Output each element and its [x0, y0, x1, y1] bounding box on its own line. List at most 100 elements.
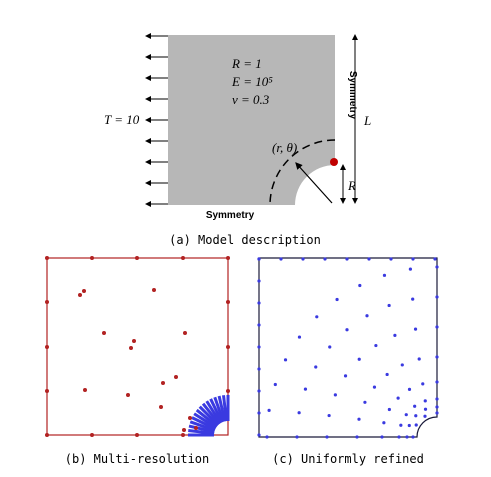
e-label: E = 10⁵: [231, 74, 273, 89]
node: [183, 331, 187, 335]
node: [297, 411, 301, 415]
node: [382, 273, 387, 277]
mesh-line: [198, 405, 220, 427]
node: [188, 416, 192, 420]
plate: [168, 35, 335, 205]
nodes: [45, 256, 230, 437]
node: [380, 435, 384, 439]
node: [372, 385, 377, 389]
node: [413, 404, 417, 408]
radius-label: R: [347, 178, 356, 193]
node: [303, 387, 308, 391]
node: [257, 257, 261, 261]
node: [407, 387, 412, 391]
node: [226, 256, 230, 260]
node: [433, 257, 437, 261]
node: [345, 257, 349, 261]
node: [181, 433, 185, 437]
right-symmetry: Symmetry: [347, 71, 358, 120]
node: [129, 346, 133, 350]
node: [413, 327, 418, 331]
node: [365, 314, 369, 318]
node: [411, 435, 415, 439]
point: [330, 158, 338, 166]
node: [257, 279, 261, 283]
node: [389, 257, 393, 261]
node: [411, 297, 415, 301]
nu-label: ν = 0.3: [232, 92, 270, 107]
mesh-line: [195, 408, 218, 428]
node: [405, 435, 409, 439]
node: [355, 435, 359, 439]
node: [283, 358, 288, 362]
node: [397, 435, 401, 439]
caption: (b) Multi-resolution: [65, 452, 210, 466]
node: [90, 256, 94, 260]
node: [435, 355, 439, 359]
node: [421, 382, 425, 386]
node: [182, 428, 186, 432]
polar-label: (r, θ): [272, 140, 297, 155]
node: [226, 300, 230, 304]
node: [435, 411, 439, 415]
node: [257, 301, 261, 305]
node: [257, 323, 261, 327]
mesh-line: [201, 402, 221, 425]
mesh-line: [188, 429, 215, 435]
node: [181, 256, 185, 260]
traction-arrows: [145, 33, 168, 207]
node: [417, 357, 421, 361]
node: [435, 295, 439, 299]
node: [435, 325, 439, 329]
node: [328, 345, 332, 349]
bottom-symmetry: Symmetry: [206, 210, 255, 221]
node: [295, 435, 299, 439]
caption: (c) Uniformly refined: [272, 452, 424, 466]
node: [363, 400, 367, 404]
node: [385, 372, 389, 377]
node: [257, 389, 261, 393]
node: [393, 333, 397, 337]
node: [132, 339, 136, 343]
panel-b: (b) Multi-resolution: [45, 256, 230, 466]
node: [358, 283, 362, 288]
node: [423, 407, 428, 411]
node: [83, 388, 87, 392]
node: [387, 407, 391, 412]
mesh-line: [209, 398, 224, 424]
node: [411, 257, 415, 261]
node: [265, 435, 269, 439]
node: [135, 256, 139, 260]
node: [301, 257, 305, 261]
panel-a: R = 1 E = 10⁵ ν = 0.3 T = 10 (r, θ) R L …: [104, 33, 371, 247]
node: [226, 345, 230, 349]
node: [279, 257, 283, 261]
node: [194, 426, 198, 430]
node: [435, 380, 439, 384]
mesh-line: [205, 400, 222, 424]
node: [82, 289, 86, 293]
node: [357, 417, 361, 421]
node: [325, 435, 329, 439]
mesh-line: [213, 396, 225, 423]
node: [135, 433, 139, 437]
node: [45, 433, 49, 437]
node: [343, 374, 348, 378]
node: [315, 315, 319, 319]
node: [257, 345, 261, 349]
mesh-line: [188, 424, 215, 434]
node: [297, 335, 302, 339]
domain: [258, 257, 438, 438]
mesh-line: [189, 420, 216, 432]
node: [408, 267, 413, 271]
node: [327, 413, 331, 418]
node: [45, 256, 49, 260]
node: [414, 423, 418, 427]
node: [367, 257, 371, 261]
node: [333, 393, 337, 397]
mesh-line: [222, 395, 228, 422]
node: [404, 413, 408, 417]
node: [399, 423, 403, 427]
node: [257, 433, 261, 437]
